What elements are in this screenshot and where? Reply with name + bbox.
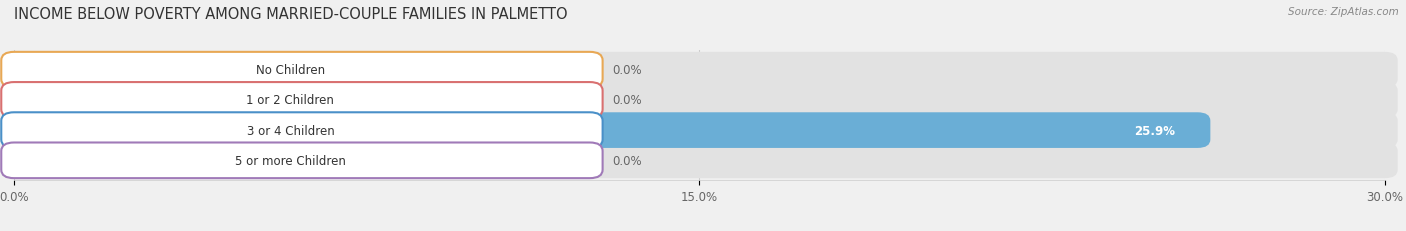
FancyBboxPatch shape [1,83,63,118]
Text: 0.0%: 0.0% [613,64,643,77]
Text: 0.0%: 0.0% [613,94,643,107]
FancyBboxPatch shape [1,113,603,148]
FancyBboxPatch shape [1,143,1398,178]
FancyBboxPatch shape [1,113,1398,148]
Text: 0.0%: 0.0% [613,154,643,167]
Text: 5 or more Children: 5 or more Children [235,154,346,167]
Text: INCOME BELOW POVERTY AMONG MARRIED-COUPLE FAMILIES IN PALMETTO: INCOME BELOW POVERTY AMONG MARRIED-COUPL… [14,7,568,22]
Text: 1 or 2 Children: 1 or 2 Children [246,94,335,107]
FancyBboxPatch shape [1,113,1211,148]
FancyBboxPatch shape [1,53,603,88]
Text: Source: ZipAtlas.com: Source: ZipAtlas.com [1288,7,1399,17]
Text: No Children: No Children [256,64,325,77]
FancyBboxPatch shape [1,143,603,178]
FancyBboxPatch shape [1,53,1398,88]
Text: 25.9%: 25.9% [1133,124,1175,137]
Text: 3 or 4 Children: 3 or 4 Children [246,124,335,137]
FancyBboxPatch shape [1,143,63,178]
FancyBboxPatch shape [1,83,1398,118]
FancyBboxPatch shape [1,53,63,88]
FancyBboxPatch shape [1,83,603,118]
